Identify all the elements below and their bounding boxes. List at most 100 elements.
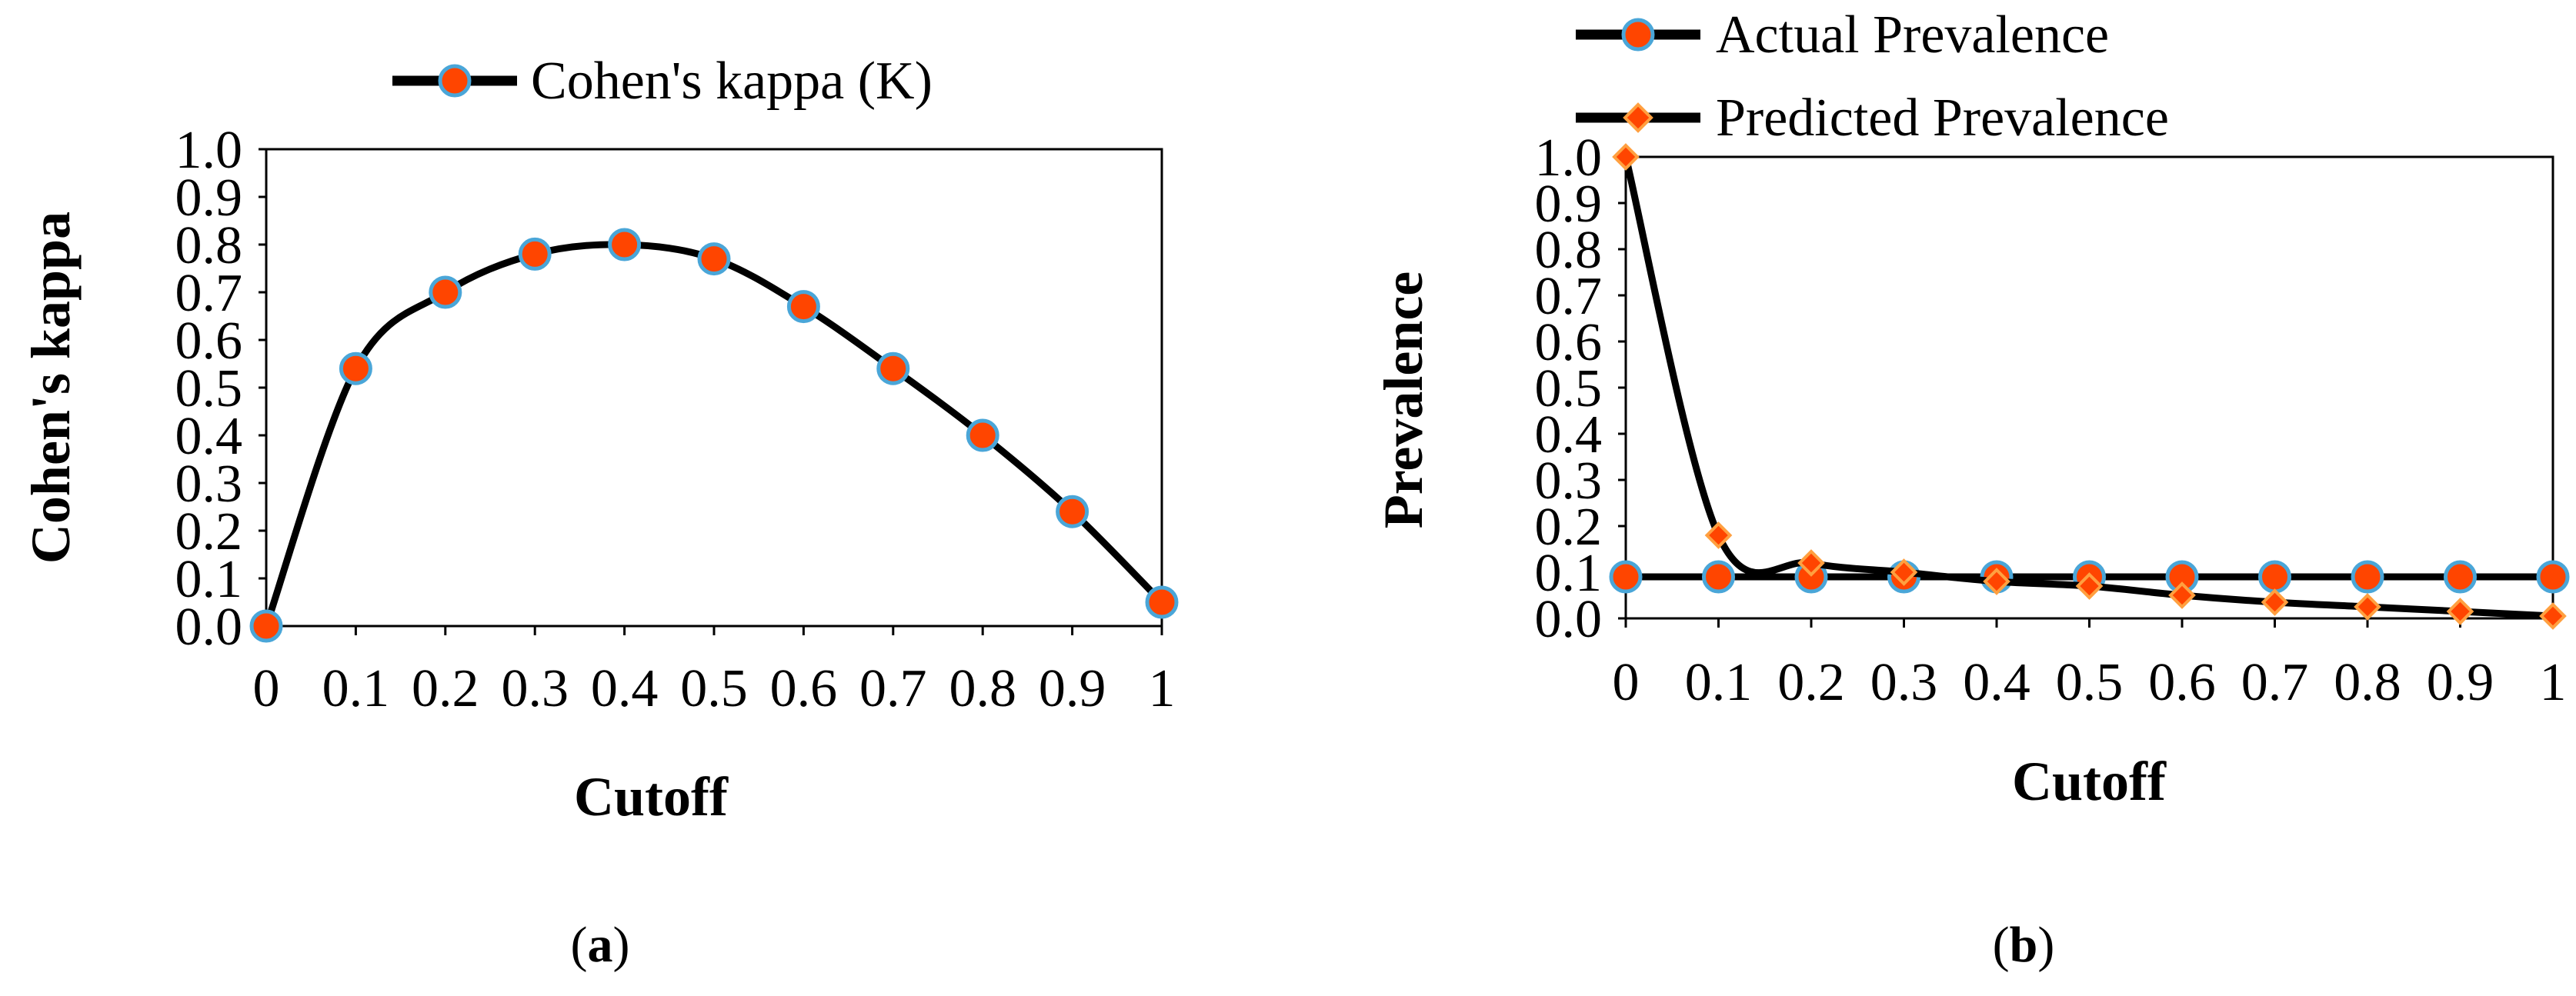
chart-a-point-cohen-s-kappa-k: [518, 237, 552, 271]
chart-b-y-tick-label: 1.0: [1535, 128, 1603, 188]
chart-a-y-axis: 0.00.10.20.30.40.50.60.70.80.91.0: [175, 121, 268, 657]
chart-b-point-predicted-prevalence: [1890, 558, 1918, 586]
chart-a-point-cohen-s-kappa-k: [249, 609, 283, 643]
chart-b-x-tick-label: 0.1: [1685, 653, 1753, 712]
chart-b-point-actual-prevalence: [2536, 560, 2570, 594]
chart-a-x-axis: 0 0.1 0.2 0.3 0.4 0.5 0.6 0.7 0.8 0.9 1: [253, 625, 1176, 718]
chart-b-x-tick-label: 0.3: [1870, 653, 1938, 712]
chart-a-x-tick-label: 1: [1149, 659, 1176, 718]
chart-b-y-tick-label: 0.8: [1535, 221, 1603, 280]
chart-a-legend: Cohen's kappa (K): [392, 52, 933, 111]
chart-b-legend: Actual Prevalence Predicted Prevalence: [1576, 5, 2169, 148]
chart-a-point-cohen-s-kappa-k: [876, 351, 910, 385]
chart-b-y-axis-title: Prevalence: [1373, 271, 1434, 529]
chart-a-point-cohen-s-kappa-k: [429, 275, 462, 309]
chart-b-line-predicted-prevalence: [1622, 153, 2557, 620]
chart-b-x-tick-label: 0.9: [2427, 653, 2494, 712]
chart-b-y-tick-label: 0.4: [1535, 405, 1603, 465]
chart-a-point-cohen-s-kappa-k: [608, 228, 642, 261]
chart-b-x-tick-label: 0.6: [2148, 653, 2216, 712]
chart-b-point-predicted-prevalence: [1797, 549, 1825, 577]
chart-b-x-axis: 0 0.1 0.2 0.3 0.4 0.5 0.6 0.7 0.8 0.9 1: [1613, 617, 2567, 712]
chart-a-x-tick-label: 0.3: [501, 659, 569, 718]
chart-a-x-tick-label: 0.7: [859, 659, 927, 718]
chart-b: Actual Prevalence Predicted Prevalence 0…: [1373, 5, 2570, 973]
chart-a-x-tick-label: 0.2: [412, 659, 479, 718]
chart-b-point-predicted-prevalence: [2539, 602, 2567, 630]
chart-b-series: [1609, 143, 2570, 630]
chart-b-plot-area: [1624, 155, 2554, 620]
chart-a-series: [249, 228, 1179, 643]
chart-a-y-tick-label: 0.2: [175, 502, 243, 561]
chart-a-y-tick-label: 0.0: [175, 598, 243, 657]
chart-a-point-cohen-s-kappa-k: [339, 351, 372, 385]
chart-b-y-tick-label: 0.2: [1535, 498, 1603, 557]
chart-a-y-tick-label: 0.4: [175, 407, 243, 466]
chart-a-point-cohen-s-kappa-k: [966, 418, 999, 452]
chart-b-caption: (b): [1993, 917, 2055, 973]
chart-a-legend-marker: [438, 64, 472, 98]
chart-a-y-tick-label: 1.0: [175, 121, 243, 180]
chart-a-y-tick-label: 0.1: [175, 550, 243, 609]
chart-a-y-axis-title: Cohen's kappa: [20, 212, 82, 564]
chart-b-point-actual-prevalence: [1609, 560, 1643, 594]
chart-b-point-predicted-prevalence: [2446, 598, 2474, 625]
chart-b-point-predicted-prevalence: [1612, 143, 1640, 171]
chart-b-point-predicted-prevalence: [2354, 593, 2381, 621]
chart-b-point-predicted-prevalence: [1983, 568, 2010, 595]
chart-b-y-tick-label: 0.6: [1535, 313, 1603, 372]
chart-b-y-tick-label: 0.7: [1535, 267, 1603, 326]
chart-b-legend-marker-predicted: [1623, 102, 1653, 133]
chart-b-legend-item-predicted: Predicted Prevalence: [1576, 88, 2169, 148]
chart-a-point-cohen-s-kappa-k: [786, 290, 820, 324]
chart-a-legend-label: Cohen's kappa (K): [531, 52, 933, 111]
chart-a-x-tick-label: 0.9: [1039, 659, 1106, 718]
chart-b-point-actual-prevalence: [2444, 560, 2477, 594]
chart-b-point-predicted-prevalence: [2075, 572, 2104, 600]
chart-b-x-tick-label: 1: [2540, 653, 2567, 712]
chart-a-x-tick-label: 0.5: [680, 659, 748, 718]
chart-b-x-tick-label: 0: [1613, 653, 1640, 712]
chart-b-y-axis: 0.00.10.20.30.40.50.60.70.80.91.0: [1535, 128, 1627, 649]
chart-b-point-actual-prevalence: [1702, 560, 1735, 594]
chart-a-x-tick-label: 0.6: [770, 659, 838, 718]
chart-a-point-cohen-s-kappa-k: [1145, 585, 1179, 619]
chart-a-y-tick-label: 0.6: [175, 311, 243, 371]
chart-b-y-tick-label: 0.0: [1535, 590, 1603, 649]
chart-a-x-tick-label: 0.1: [322, 659, 390, 718]
chart-b-point-predicted-prevalence: [2261, 588, 2289, 616]
chart-a-line-cohen-s-kappa-k: [262, 241, 1166, 630]
chart-b-x-tick-label: 0.7: [2241, 653, 2309, 712]
chart-a-x-tick-label: 0: [253, 659, 280, 718]
chart-a-point-cohen-s-kappa-k: [1056, 495, 1089, 528]
chart-b-x-tick-label: 0.4: [1963, 653, 2030, 712]
chart-b-point-actual-prevalence: [2351, 560, 2384, 594]
chart-a-y-tick-label: 0.9: [175, 168, 243, 228]
chart-b-y-tick-label: 0.3: [1535, 451, 1603, 511]
chart-b-point-actual-prevalence: [2258, 560, 2291, 594]
chart-b-y-tick-label: 0.5: [1535, 359, 1603, 418]
chart-a-y-tick-label: 0.5: [175, 359, 243, 418]
chart-b-x-axis-title: Cutoff: [2012, 751, 2167, 812]
chart-a-point-cohen-s-kappa-k: [697, 242, 731, 276]
chart-b-legend-label-predicted: Predicted Prevalence: [1716, 88, 2169, 148]
chart-a-y-tick-label: 0.3: [175, 455, 243, 514]
chart-b-point-predicted-prevalence: [2168, 581, 2196, 609]
chart-b-legend-label-actual: Actual Prevalence: [1716, 5, 2109, 65]
chart-b-x-tick-label: 0.2: [1777, 653, 1845, 712]
chart-b-x-tick-label: 0.8: [2334, 653, 2401, 712]
chart-b-point-predicted-prevalence: [1704, 521, 1733, 549]
chart-a-y-tick-label: 0.8: [175, 216, 243, 275]
chart-b-legend-marker-actual: [1621, 18, 1655, 52]
chart-a-x-tick-label: 0.4: [591, 659, 659, 718]
chart-a-y-tick-label: 0.7: [175, 264, 243, 323]
chart-a-caption: (a): [571, 917, 630, 973]
chart-a-x-axis-title: Cutoff: [574, 766, 729, 828]
chart-b-y-tick-label: 0.1: [1535, 544, 1603, 603]
chart-b-legend-item-actual: Actual Prevalence: [1576, 5, 2109, 65]
chart-a-plot-area: [265, 148, 1163, 628]
chart-a: Cohen's kappa (K) 0.00.10.20.30.40.50.60…: [20, 52, 1179, 973]
chart-a-x-tick-label: 0.8: [949, 659, 1016, 718]
chart-b-x-tick-label: 0.5: [2056, 653, 2124, 712]
